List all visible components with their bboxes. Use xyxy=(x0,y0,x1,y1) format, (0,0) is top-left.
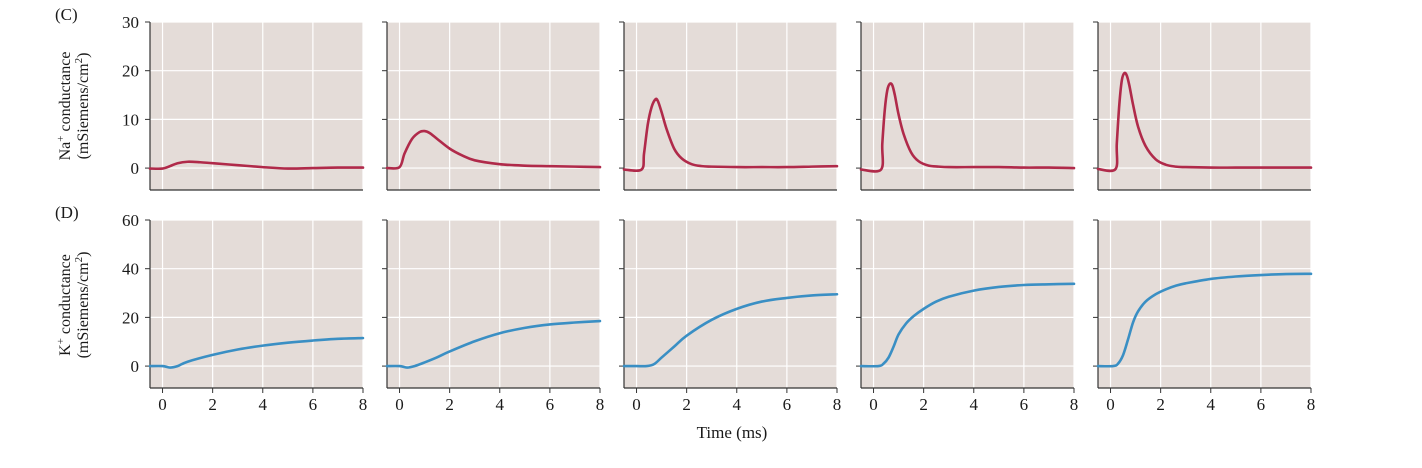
series-line-1-2 xyxy=(622,292,839,368)
y-title-unit-0: (mSiemens/cm xyxy=(75,63,92,160)
y-title-word-0: conductance xyxy=(57,52,74,136)
x-tick-label-3-0: 0 xyxy=(869,395,878,414)
y-tick-label-0-1: 10 xyxy=(122,110,139,129)
y-title-ion-charge-1: + xyxy=(55,338,67,344)
y-axis-title-line1-1: K+ conductance xyxy=(55,254,74,356)
series-line-1-4 xyxy=(1096,272,1313,368)
y-axis-title-line1-0: Na+ conductance xyxy=(55,52,74,161)
x-tick-label-1-1: 2 xyxy=(445,395,454,414)
x-tick-label-3-2: 4 xyxy=(970,395,979,414)
y-axis-title-1: K+ conductance (mSiemens/cm2) xyxy=(55,252,92,359)
panel-label-0: (C) xyxy=(55,5,78,24)
x-tick-label-0-2: 4 xyxy=(259,395,268,414)
y-title-unit-exp-0: 2 xyxy=(73,58,85,64)
x-tick-label-4-0: 0 xyxy=(1106,395,1115,414)
y-tick-label-0-3: 30 xyxy=(122,13,139,32)
y-title-unit-close-1: ) xyxy=(75,252,92,257)
x-tick-label-1-3: 6 xyxy=(546,395,555,414)
y-title-ion-0: Na xyxy=(57,142,74,161)
series-line-1-1 xyxy=(385,319,602,369)
panel-bg-1-1 xyxy=(387,220,600,388)
x-tick-label-3-4: 8 xyxy=(1070,395,1079,414)
panel-bg-0-0 xyxy=(150,22,363,190)
y-title-ion-charge-0: + xyxy=(55,136,67,142)
x-tick-label-3-1: 2 xyxy=(919,395,928,414)
x-tick-label-1-4: 8 xyxy=(596,395,605,414)
panel-bg-0-3 xyxy=(861,22,1074,190)
y-tick-label-1-3: 60 xyxy=(122,211,139,230)
x-tick-label-1-2: 4 xyxy=(496,395,505,414)
x-tick-label-0-4: 8 xyxy=(359,395,368,414)
series-line-0-3 xyxy=(859,82,1076,173)
panel-bg-1-3 xyxy=(861,220,1074,388)
series-line-0-4 xyxy=(1096,71,1313,173)
panel-bg-1-0 xyxy=(150,220,363,388)
x-tick-label-0-3: 6 xyxy=(309,395,318,414)
y-title-ion-1: K xyxy=(57,344,74,356)
y-axis-title-0: Na+ conductance (mSiemens/cm2) xyxy=(55,52,92,161)
series-line-0-2 xyxy=(622,97,839,173)
x-tick-label-4-2: 4 xyxy=(1207,395,1216,414)
panel-bg-1-4 xyxy=(1098,220,1311,388)
x-tick-label-0-1: 2 xyxy=(208,395,217,414)
x-tick-label-0-0: 0 xyxy=(158,395,167,414)
x-tick-label-3-3: 6 xyxy=(1020,395,1029,414)
series-line-0-0 xyxy=(148,160,365,171)
series-line-0-1 xyxy=(385,129,602,170)
x-tick-label-4-1: 2 xyxy=(1156,395,1165,414)
panel-bg-0-2 xyxy=(624,22,837,190)
panel-label-1: (D) xyxy=(55,203,79,222)
y-axis-title-line2-0: (mSiemens/cm2) xyxy=(73,53,92,160)
y-title-word-1: conductance xyxy=(57,254,74,338)
y-axis-title-line2-1: (mSiemens/cm2) xyxy=(73,252,92,359)
x-tick-label-1-0: 0 xyxy=(395,395,404,414)
y-tick-label-0-0: 0 xyxy=(131,159,140,178)
x-tick-label-2-1: 2 xyxy=(682,395,691,414)
x-tick-label-2-2: 4 xyxy=(733,395,742,414)
x-tick-label-2-0: 0 xyxy=(632,395,641,414)
y-title-unit-exp-1: 2 xyxy=(73,257,85,263)
y-title-unit-close-0: ) xyxy=(75,53,92,58)
x-tick-label-4-4: 8 xyxy=(1307,395,1316,414)
panel-bg-0-4 xyxy=(1098,22,1311,190)
plot-area: (C)Na+ conductance (mSiemens/cm2)0102030(… xyxy=(55,5,1315,414)
y-tick-label-0-2: 20 xyxy=(122,62,139,81)
panel-bg-0-1 xyxy=(387,22,600,190)
series-line-1-3 xyxy=(859,282,1076,368)
series-line-1-0 xyxy=(148,336,365,369)
x-tick-label-2-4: 8 xyxy=(833,395,842,414)
x-tick-label-2-3: 6 xyxy=(783,395,792,414)
x-axis-title: Time (ms) xyxy=(697,423,768,442)
x-tick-label-4-3: 6 xyxy=(1257,395,1266,414)
y-tick-label-1-1: 20 xyxy=(122,308,139,327)
y-tick-label-1-2: 40 xyxy=(122,260,139,279)
y-title-unit-1: (mSiemens/cm xyxy=(75,262,92,359)
y-tick-label-1-0: 0 xyxy=(131,357,140,376)
